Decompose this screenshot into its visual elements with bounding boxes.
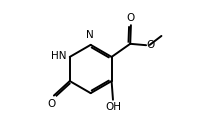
Text: O: O (48, 99, 56, 109)
Text: N: N (86, 30, 94, 40)
Text: O: O (126, 13, 135, 23)
Text: OH: OH (105, 102, 121, 112)
Text: O: O (147, 40, 155, 50)
Text: HN: HN (51, 51, 67, 61)
